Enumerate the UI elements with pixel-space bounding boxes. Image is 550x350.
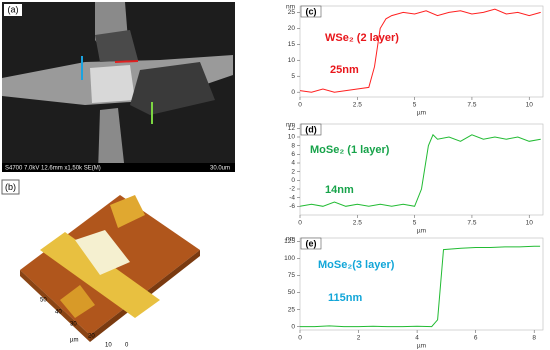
x-tick-label: 5 [413, 220, 417, 227]
y-tick-label: 10 [288, 134, 296, 141]
x-tick-label: 6 [474, 335, 478, 342]
x-tick-label: 7.5 [467, 220, 476, 227]
y-tick-label: -4 [289, 194, 295, 201]
y-tick-label: 100 [284, 255, 295, 262]
y-tick-label: 25 [288, 9, 296, 16]
afm-image: (b) 50 40 30 20 10 0 µm [1, 179, 200, 349]
y-axis-label: nm [286, 122, 295, 129]
sem-caption: S4700 7.0kV 12.6mm x1.50k SE(M) [5, 166, 101, 172]
x-tick-label: 0 [298, 335, 302, 342]
x-axis-label: µm [417, 110, 426, 117]
panel-label-box [300, 5, 322, 18]
y-tick-label: 15 [288, 41, 296, 48]
annotation: MoSe₂(3 layer) [318, 259, 395, 271]
y-tick-label: 25 [288, 306, 296, 313]
afm-axis-number: 0 [125, 343, 129, 349]
y-tick-label: 0 [291, 89, 295, 96]
x-tick-label: 5 [413, 102, 417, 109]
y-tick-label: 50 [288, 289, 296, 296]
y-tick-label: 125 [284, 238, 295, 245]
plot-area [299, 5, 544, 98]
panel-label-box [300, 123, 322, 136]
profile-line [300, 245, 541, 328]
thickness-label: 25nm [330, 64, 359, 76]
x-tick-label: 2.5 [353, 102, 362, 109]
y-tick-label: 5 [291, 73, 295, 80]
afm-axis-number: 40 [55, 310, 62, 316]
plot-area [299, 237, 544, 331]
afm-axis-number: 30 [70, 322, 77, 328]
afm-axis-number: 20 [88, 334, 95, 340]
panel-label: (d) [305, 124, 317, 134]
y-tick-label: 0 [291, 323, 295, 330]
y-axis-label: nm [286, 236, 295, 243]
profile-line [299, 133, 541, 207]
y-tick-label: -6 [289, 203, 295, 210]
profile-line [299, 8, 541, 93]
afm-axis-number: 50 [40, 298, 47, 304]
x-axis-label: µm [417, 228, 426, 235]
y-tick-label: 12 [288, 125, 296, 132]
x-tick-label: 7.5 [467, 102, 476, 109]
y-tick-label: 75 [288, 272, 296, 279]
thickness-label: 115nm [328, 292, 362, 304]
y-tick-label: 0 [291, 177, 295, 184]
sem-image: (a) S4700 7.0kV 12.6mm x1.50k SE(M) 30.0… [2, 2, 235, 172]
afm-axis-number: 10 [105, 343, 112, 349]
sem-scale: 30.0um [210, 166, 230, 172]
x-tick-label: 2 [357, 335, 361, 342]
panel-label: (e) [306, 238, 317, 248]
thickness-label: 14nm [325, 184, 354, 196]
panel-label-box [300, 237, 322, 250]
y-tick-label: 8 [291, 142, 295, 149]
x-tick-label: 0 [298, 102, 302, 109]
annotation: MoSe₂ (1 layer) [310, 144, 390, 156]
y-tick-label: 6 [291, 151, 295, 158]
y-tick-label: -2 [289, 186, 295, 193]
x-tick-label: 10 [526, 102, 534, 109]
x-tick-label: 4 [415, 335, 419, 342]
y-tick-label: 10 [288, 57, 296, 64]
plot-area [299, 123, 544, 216]
y-tick-label: 4 [291, 160, 295, 167]
panel-label: (b) [5, 182, 16, 192]
panel-label: (c) [306, 6, 317, 16]
y-axis-label: nm [286, 4, 295, 11]
y-tick-label: 20 [288, 25, 296, 32]
x-axis-label: µm [417, 343, 426, 350]
x-tick-label: 10 [526, 220, 534, 227]
annotation: WSe₂ (2 layer) [325, 32, 399, 44]
y-tick-label: 2 [291, 168, 295, 175]
afm-axis-unit: µm [70, 338, 78, 344]
x-tick-label: 8 [532, 335, 536, 342]
panel-label: (a) [8, 4, 19, 14]
x-tick-label: 2.5 [353, 220, 362, 227]
x-tick-label: 0 [298, 220, 302, 227]
